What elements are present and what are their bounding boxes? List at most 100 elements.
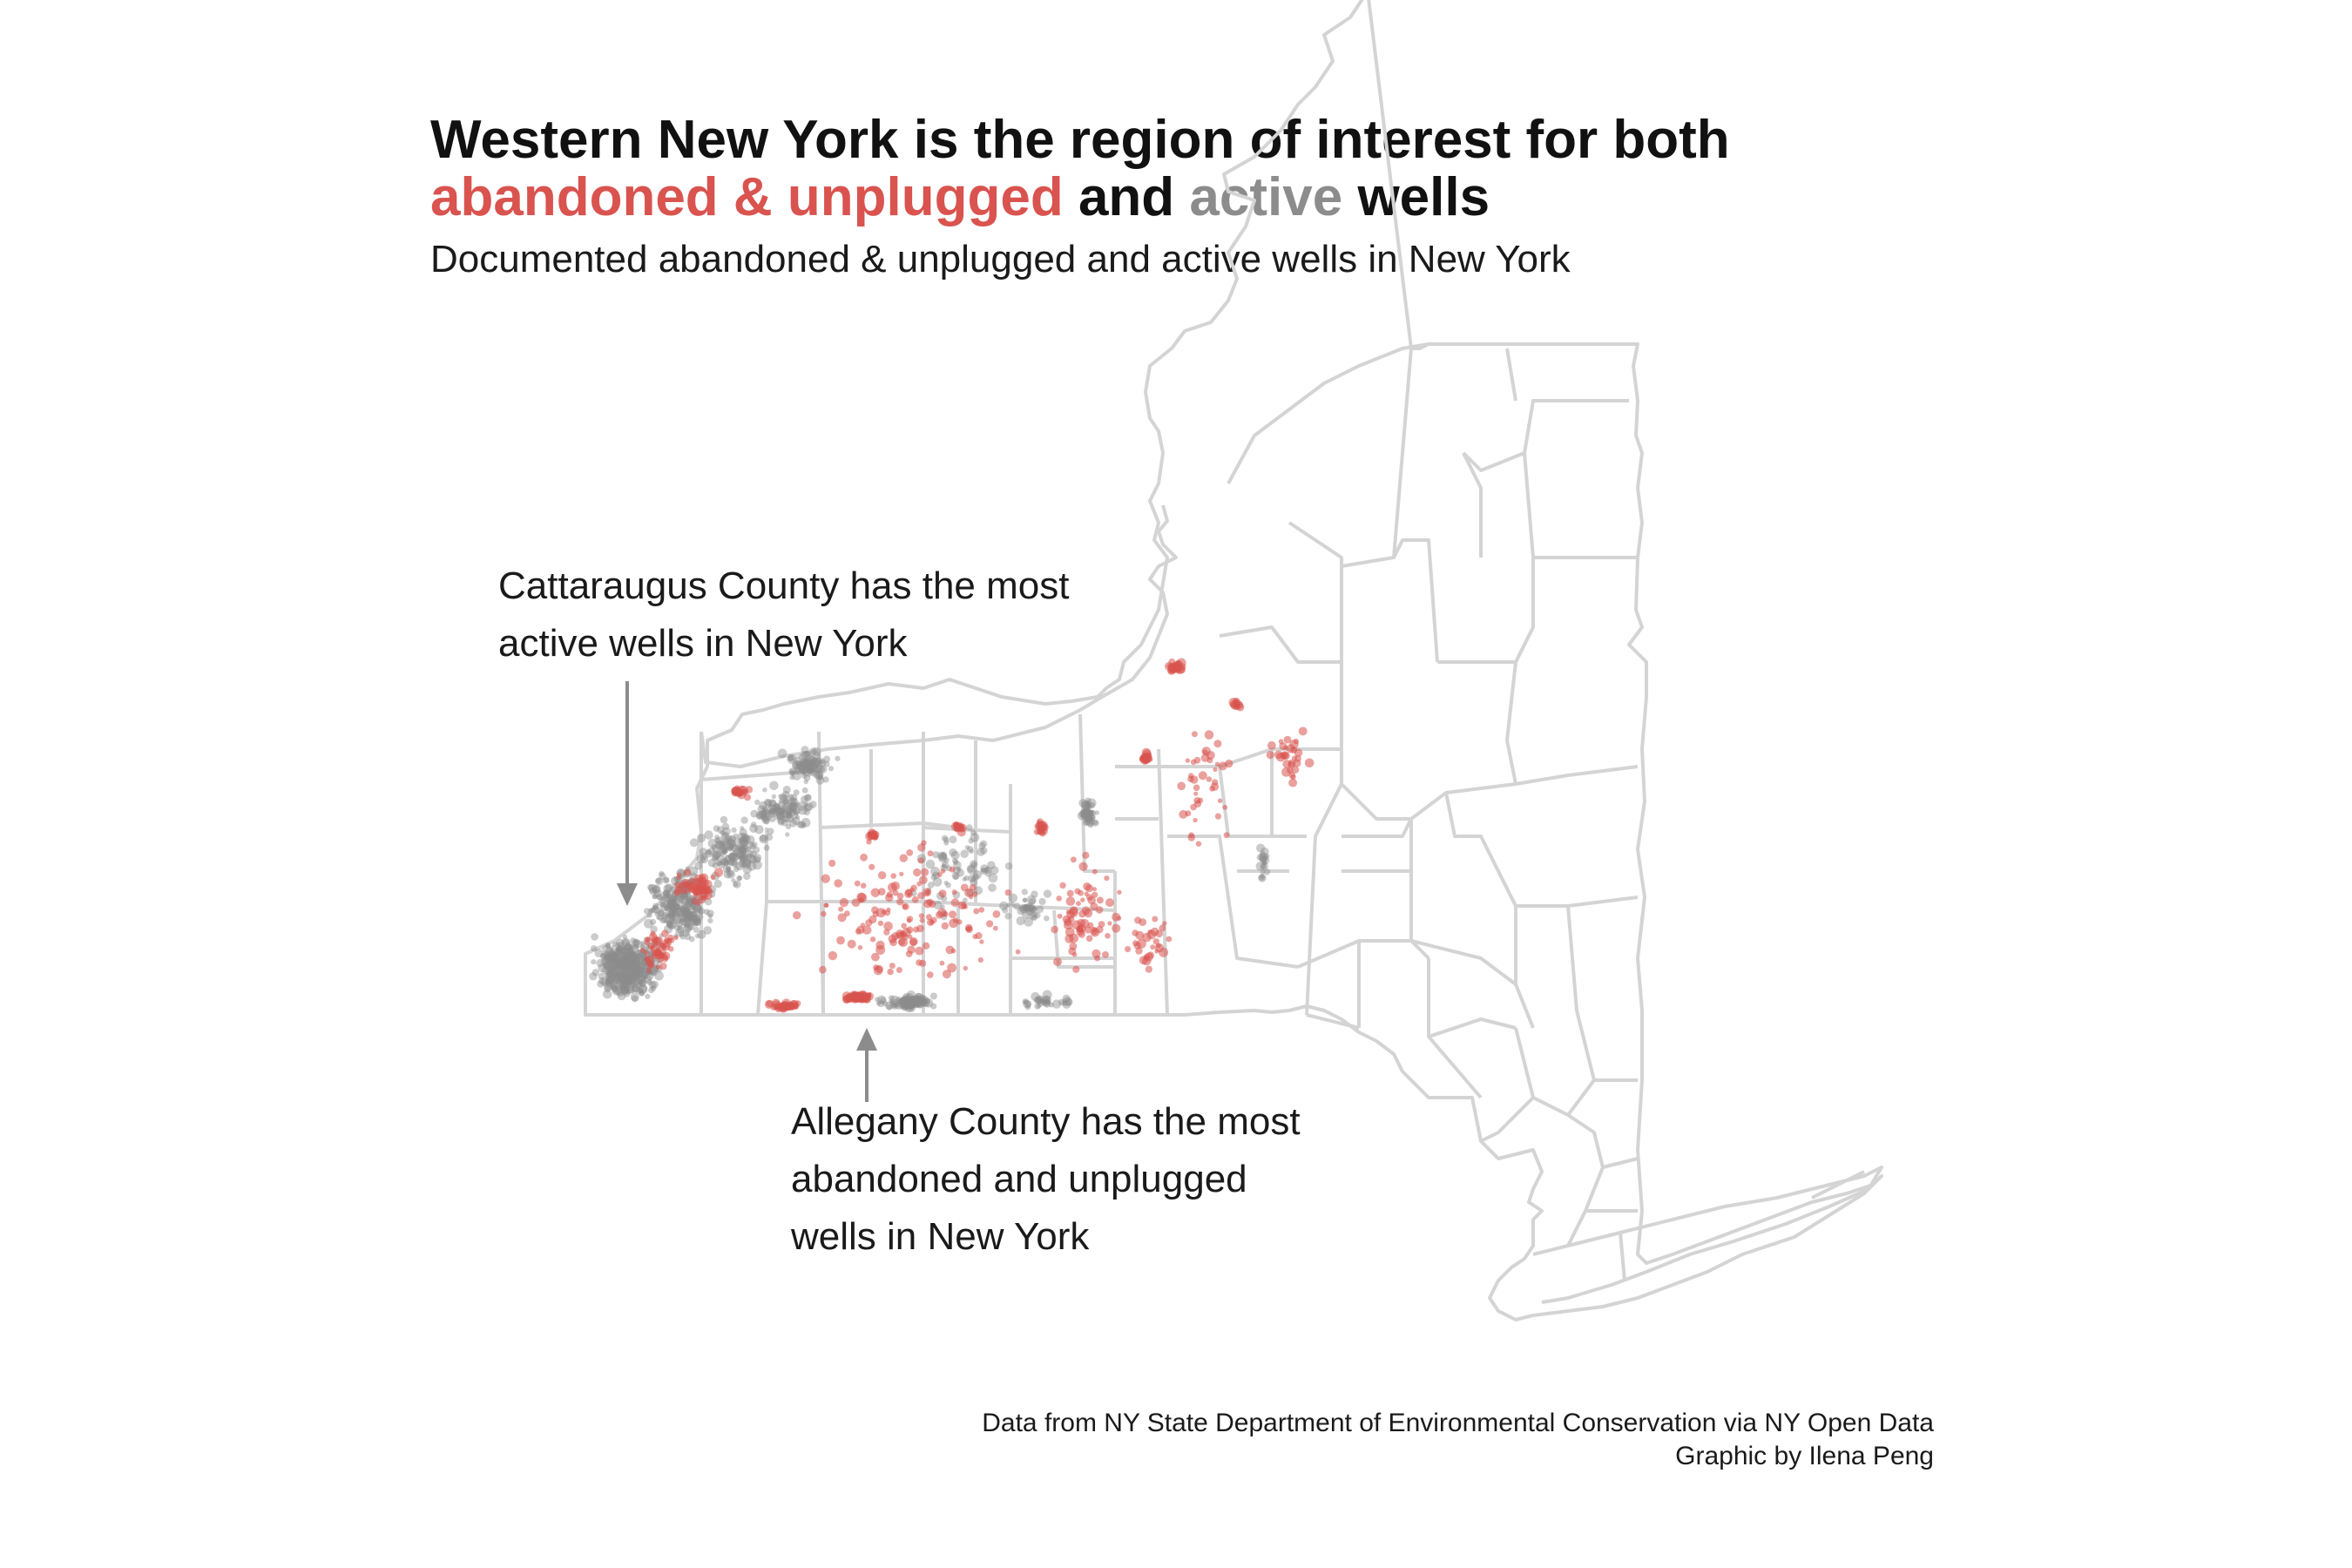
active-well-dot: [712, 844, 721, 855]
active-well-dot: [725, 854, 730, 859]
abandoned-well-dot: [821, 910, 827, 917]
active-well-dot: [624, 965, 632, 973]
active-well-dot: [779, 793, 787, 801]
active-well-dot: [988, 873, 998, 883]
active-well-dot: [904, 998, 912, 1007]
abandoned-well-dot: [1004, 889, 1011, 896]
active-well-dot: [920, 997, 928, 1005]
active-well-dot: [800, 764, 809, 774]
active-well-dot: [801, 757, 809, 766]
active-well-dot: [693, 912, 704, 922]
active-well-dot: [729, 853, 740, 863]
active-well-dot: [629, 971, 638, 980]
active-well-dot: [673, 924, 680, 931]
active-well-dot: [1087, 816, 1095, 825]
active-well-dot: [740, 826, 745, 831]
active-well-dot: [901, 999, 907, 1005]
active-well-dot: [632, 957, 641, 967]
active-well-dot: [720, 829, 726, 835]
abandoned-well-dot: [888, 882, 897, 892]
active-well-dot: [607, 951, 615, 959]
active-well-dot: [923, 997, 930, 1004]
active-well-dot: [663, 884, 672, 893]
active-well-dot: [629, 965, 639, 975]
active-well-dot: [812, 752, 821, 761]
active-well-dot: [769, 781, 779, 791]
active-well-dot: [624, 963, 632, 972]
active-well-dot: [635, 956, 641, 963]
abandoned-well-dot: [898, 937, 909, 948]
active-well-dot: [605, 977, 614, 986]
active-well-dot: [705, 848, 712, 855]
active-well-dot: [605, 975, 615, 984]
active-well-dot: [618, 955, 625, 962]
active-well-dot: [622, 973, 630, 980]
active-well-dot: [632, 967, 638, 972]
active-well-dot: [900, 997, 907, 1004]
active-well-dot: [723, 837, 730, 844]
abandoned-well-dot: [1051, 925, 1058, 934]
abandoned-well-dot: [949, 918, 958, 929]
abandoned-well-dot: [963, 904, 968, 909]
source-caption: Data from NY State Department of Environ…: [982, 1407, 1934, 1473]
active-well-dot: [988, 883, 997, 892]
active-well-dot: [649, 887, 658, 896]
active-well-dot: [686, 912, 696, 922]
active-well-dot: [802, 758, 808, 763]
active-well-dot: [639, 974, 645, 982]
active-well-dot: [688, 911, 698, 921]
active-well-dot: [698, 909, 704, 915]
active-well-dot: [620, 962, 629, 970]
active-well-dot: [630, 937, 637, 944]
active-well-dot: [742, 864, 752, 875]
active-well-dot: [628, 959, 638, 970]
active-well-dot: [1081, 808, 1092, 818]
active-well-dot: [879, 997, 887, 1004]
active-well-dot: [679, 914, 687, 923]
abandoned-well-dot: [1206, 757, 1213, 764]
active-well-dot: [758, 809, 767, 819]
active-well-dot: [905, 1005, 913, 1013]
abandoned-well-dot: [1059, 882, 1066, 889]
active-well-dot: [1089, 809, 1094, 814]
abandoned-well-dot: [913, 926, 920, 933]
active-well-dot: [618, 970, 624, 976]
active-well-dot: [906, 999, 915, 1008]
active-well-dot: [809, 767, 814, 774]
active-well-dot: [610, 944, 618, 953]
active-well-dot: [729, 843, 734, 849]
abandoned-well-dot: [851, 898, 861, 907]
active-well-dot: [670, 900, 676, 906]
active-well-dot: [630, 963, 640, 973]
active-well-dot: [729, 841, 737, 848]
active-well-dot: [726, 868, 731, 873]
active-well-dot: [733, 833, 739, 839]
active-well-dot: [1078, 799, 1087, 808]
active-well-dot: [625, 950, 634, 960]
active-well-dot: [605, 955, 612, 963]
abandoned-well-dot: [910, 884, 917, 892]
abandoned-well-dot: [779, 1003, 786, 1010]
active-well-dot: [695, 904, 702, 911]
abandoned-well-dot: [971, 891, 978, 897]
active-well-dot: [604, 956, 610, 963]
allegany-annotation-line-3: wells in New York: [791, 1215, 1090, 1258]
active-well-dot: [737, 832, 747, 841]
active-well-dot: [591, 933, 598, 941]
active-well-dot: [740, 846, 747, 853]
abandoned-well-dot: [929, 900, 936, 909]
active-well-dot: [666, 902, 675, 910]
active-well-dot: [667, 895, 677, 904]
active-well-dot: [625, 984, 635, 994]
active-well-dot: [640, 971, 647, 979]
title-line-1: Western New York is the region of intere…: [430, 110, 1730, 170]
active-well-dot: [679, 931, 685, 937]
active-well-dot: [1035, 995, 1044, 1005]
active-well-dot: [600, 958, 609, 966]
active-well-dot: [632, 976, 639, 983]
active-well-dot: [621, 956, 630, 964]
title-active-highlight: active: [1189, 167, 1343, 227]
active-well-dot: [812, 759, 821, 767]
active-well-dot: [747, 861, 757, 871]
active-well-dot: [618, 972, 625, 978]
